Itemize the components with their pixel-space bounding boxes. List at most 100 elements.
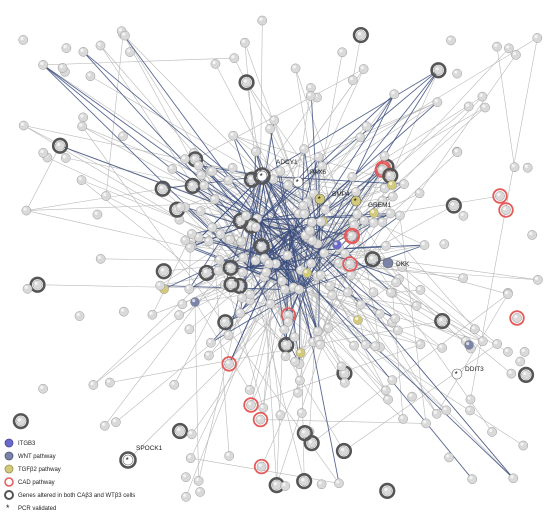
star-icon: * xyxy=(455,370,458,379)
gene-node xyxy=(280,351,291,362)
network-edge xyxy=(436,293,509,414)
network-edge xyxy=(185,229,291,497)
gene-node xyxy=(492,41,502,52)
gene-node xyxy=(210,59,221,69)
gene-node xyxy=(391,277,402,288)
gene-node xyxy=(360,339,371,350)
gene-node xyxy=(22,283,33,294)
gene-node xyxy=(253,458,270,475)
gene-node xyxy=(458,273,468,283)
gene-node xyxy=(503,289,513,299)
gene-node xyxy=(85,71,96,82)
gene-node xyxy=(419,240,430,250)
gene-node xyxy=(392,325,403,336)
network-edge xyxy=(105,195,251,269)
gene-node xyxy=(381,241,391,251)
gene-node xyxy=(104,377,115,388)
gene-node xyxy=(221,356,237,372)
gene-node xyxy=(383,394,393,405)
gene-node xyxy=(504,43,514,54)
gene-node xyxy=(222,259,239,276)
gene-node xyxy=(358,64,369,74)
legend-label-itgb3: ITGB3 xyxy=(18,441,36,447)
network-edge xyxy=(26,210,191,248)
network-edge xyxy=(319,107,486,251)
gene-node xyxy=(78,46,89,57)
gene-node xyxy=(480,102,490,113)
network-edge xyxy=(261,175,385,189)
gene-node xyxy=(336,361,347,372)
network-edge xyxy=(496,46,515,168)
gene-node xyxy=(452,147,463,157)
gene-node xyxy=(154,180,171,197)
legend-label-wnt: WNT pathway xyxy=(18,454,56,460)
gene-node xyxy=(515,356,526,367)
gene-node xyxy=(95,40,106,51)
network-edge xyxy=(200,210,345,452)
network-edge xyxy=(163,229,291,290)
gene-node xyxy=(368,287,379,298)
gene-node xyxy=(277,276,287,286)
gene-node xyxy=(389,89,400,100)
gene-node xyxy=(217,314,234,331)
gene-node xyxy=(125,47,135,57)
gene-node xyxy=(340,248,350,259)
node-label-dkk: DKK xyxy=(396,261,410,268)
gene-node xyxy=(434,312,451,330)
gene-node xyxy=(61,43,72,53)
network-edge xyxy=(122,34,261,221)
network-edge xyxy=(382,151,458,223)
network-edge xyxy=(208,240,287,263)
network-edge xyxy=(319,245,387,251)
gene-node xyxy=(240,37,250,48)
gene-node xyxy=(445,197,462,214)
gene-node xyxy=(57,63,68,73)
gene-node xyxy=(155,263,172,280)
gene-node xyxy=(295,348,306,358)
gene-node xyxy=(206,337,216,348)
gene-node xyxy=(223,175,234,186)
gene-node xyxy=(487,427,497,437)
gene-node xyxy=(379,482,396,499)
network-edge xyxy=(81,126,340,484)
gene-node xyxy=(343,227,361,245)
gene-node xyxy=(421,418,431,429)
gene-node xyxy=(101,191,111,201)
network-edge xyxy=(109,320,443,383)
node-label-grem1: GREM1 xyxy=(368,202,392,209)
gene-node xyxy=(38,147,49,158)
gene-node xyxy=(213,265,224,276)
gene-node xyxy=(251,146,261,157)
gene-node xyxy=(347,172,358,182)
network-edge xyxy=(261,175,331,286)
gene-node xyxy=(181,491,191,502)
network-edge xyxy=(299,205,454,291)
gene-node xyxy=(76,175,87,185)
gene-node xyxy=(355,132,366,143)
network-edge xyxy=(43,57,235,66)
gene-node xyxy=(38,60,48,70)
gene-node xyxy=(517,366,535,384)
gene-node xyxy=(398,414,408,424)
network-edge xyxy=(249,267,301,271)
legend-item-both: Genes altered in both CAβ3 and WTβ3 cell… xyxy=(4,490,135,500)
gene-node xyxy=(174,310,184,320)
gene-node xyxy=(533,274,543,285)
gene-node xyxy=(503,346,513,357)
gene-node xyxy=(315,339,326,350)
gene-node xyxy=(209,194,220,205)
network-edge xyxy=(259,213,299,221)
nodes-layer xyxy=(12,15,543,502)
gene-node xyxy=(296,425,313,442)
gene-node xyxy=(195,487,205,497)
gene-node xyxy=(390,313,401,324)
gene-node xyxy=(351,187,361,197)
gene-node xyxy=(283,180,293,191)
gene-node xyxy=(353,315,363,325)
gene-node xyxy=(243,397,259,413)
gene-node xyxy=(238,252,249,263)
named-node-bmp4: * BMP4 xyxy=(314,191,350,205)
node-label-pax6: PAX6 xyxy=(310,169,327,176)
gene-node xyxy=(290,356,300,367)
star-icon: * xyxy=(6,503,10,513)
